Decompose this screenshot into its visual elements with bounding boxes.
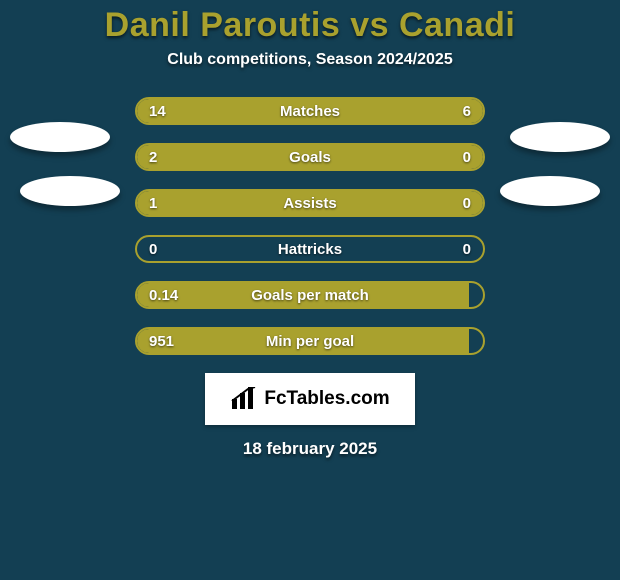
player-right-badge-2 [500,176,600,206]
stat-row: 2Goals0 [135,143,485,171]
stat-label: Goals per match [137,287,483,304]
stat-row: 0.14Goals per match [135,281,485,309]
stat-label: Min per goal [137,333,483,350]
stat-row: 0Hattricks0 [135,235,485,263]
stat-label: Goals [137,149,483,166]
infographic-date: 18 february 2025 [0,439,620,459]
stat-label: Hattricks [137,241,483,258]
player-right-badge-1 [510,122,610,152]
player-left-badge-1 [10,122,110,152]
subtitle: Club competitions, Season 2024/2025 [0,51,620,69]
stat-value-right: 6 [463,103,471,120]
bar-chart-icon [230,387,258,411]
stat-value-right: 0 [463,149,471,166]
stat-row: 1Assists0 [135,189,485,217]
page-title: Danil Paroutis vs Canadi [0,6,620,45]
stat-label: Matches [137,103,483,120]
stat-value-right: 0 [463,195,471,212]
stat-value-right: 0 [463,241,471,258]
comparison-infographic: Danil Paroutis vs Canadi Club competitio… [0,0,620,580]
stat-label: Assists [137,195,483,212]
stat-row: 14Matches6 [135,97,485,125]
player-left-badge-2 [20,176,120,206]
stat-row: 951Min per goal [135,327,485,355]
stats-list: 14Matches62Goals01Assists00Hattricks00.1… [135,97,485,355]
brand-logo-text: FcTables.com [264,388,389,410]
brand-logo-box: FcTables.com [205,373,415,425]
